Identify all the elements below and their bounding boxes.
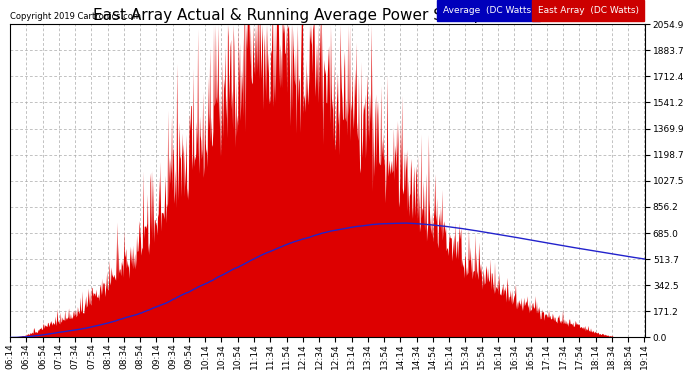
Title: East Array Actual & Running Average Power Sat Apr 13 19:26: East Array Actual & Running Average Powe…: [92, 8, 562, 23]
Legend: Average  (DC Watts), East Array  (DC Watts): Average (DC Watts), East Array (DC Watts…: [438, 4, 641, 17]
Text: Copyright 2019 Cartronics.com: Copyright 2019 Cartronics.com: [10, 12, 141, 21]
